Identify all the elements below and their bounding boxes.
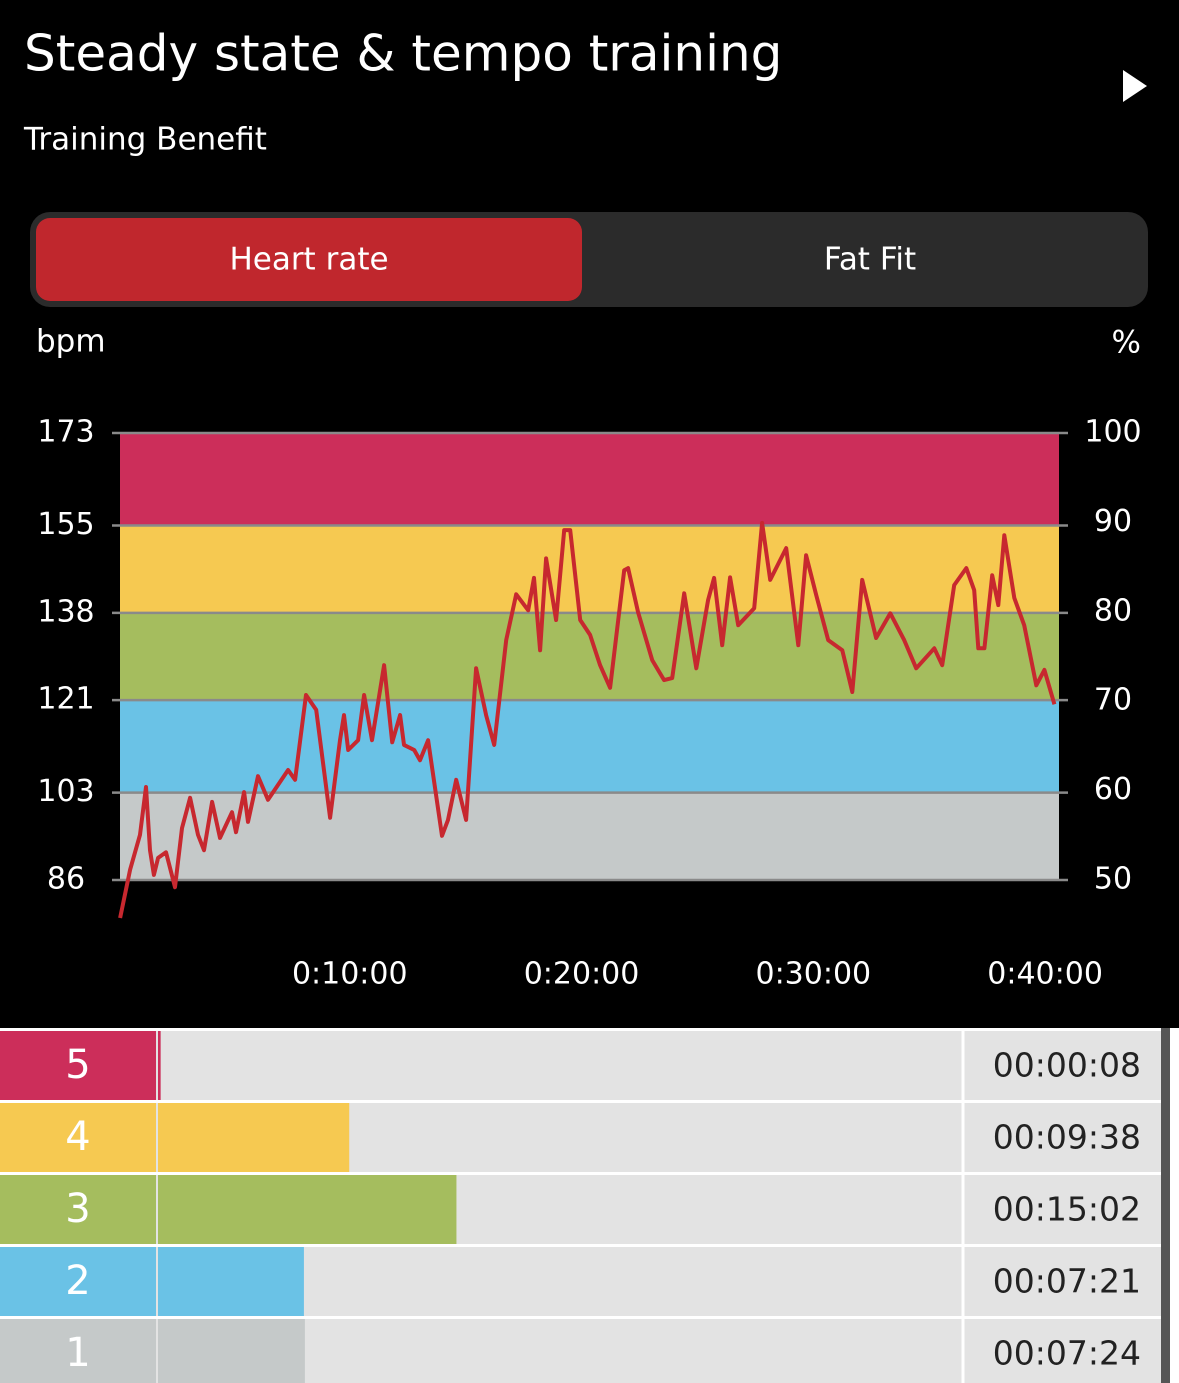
y-axis-label: bpm bbox=[36, 324, 106, 360]
y2-tick-label: 90 bbox=[1094, 504, 1132, 539]
zone-row bbox=[0, 1031, 1161, 1100]
zone-time: 00:09:38 bbox=[993, 1118, 1141, 1157]
y2-tick-label: 60 bbox=[1094, 772, 1132, 807]
tab-active[interactable] bbox=[36, 218, 582, 301]
zone-bar bbox=[158, 1103, 350, 1172]
zone-number: 3 bbox=[65, 1186, 90, 1232]
y-tick-label: 138 bbox=[37, 594, 94, 629]
tab-label[interactable]: Fat Fit bbox=[824, 242, 916, 278]
zone-cell bbox=[0, 1319, 156, 1383]
scrollbar bbox=[1161, 1028, 1170, 1383]
subtitle: Training Benefit bbox=[23, 122, 267, 158]
x-tick-label: 0:20:00 bbox=[524, 957, 640, 992]
tab-label[interactable]: Heart rate bbox=[229, 242, 388, 278]
zone-cell bbox=[0, 1103, 156, 1172]
zone-bar bbox=[158, 1319, 305, 1383]
y-tick-label: 121 bbox=[37, 682, 94, 717]
zone-band bbox=[120, 612, 1059, 701]
zone-time: 00:07:24 bbox=[993, 1334, 1141, 1373]
y2-axis-label: % bbox=[1112, 325, 1141, 361]
y-tick-label: 86 bbox=[47, 862, 85, 897]
zone-band bbox=[120, 792, 1059, 880]
play-button[interactable] bbox=[1123, 70, 1147, 102]
y2-tick-label: 100 bbox=[1084, 415, 1141, 450]
zone-cell bbox=[0, 1247, 156, 1316]
zone-cell bbox=[0, 1031, 156, 1100]
zone-number: 2 bbox=[65, 1258, 90, 1304]
zone-bar bbox=[158, 1175, 457, 1244]
zone-band bbox=[120, 433, 1059, 526]
zone-time: 00:15:02 bbox=[993, 1190, 1141, 1229]
zone-band bbox=[120, 700, 1059, 793]
x-tick-label: 0:30:00 bbox=[755, 957, 871, 992]
y-tick-label: 155 bbox=[37, 507, 94, 542]
zone-bar bbox=[158, 1031, 161, 1100]
zone-number: 4 bbox=[65, 1114, 90, 1160]
y2-tick-label: 50 bbox=[1094, 862, 1132, 897]
y-tick-label: 173 bbox=[37, 415, 94, 450]
zone-time: 00:07:21 bbox=[993, 1262, 1141, 1301]
heart-rate-line bbox=[118, 520, 1057, 919]
zone-time: 00:00:08 bbox=[993, 1046, 1141, 1085]
zone-band bbox=[120, 525, 1059, 613]
title: Steady state & tempo training bbox=[24, 25, 782, 83]
y2-tick-label: 80 bbox=[1094, 593, 1132, 628]
x-tick-label: 0:10:00 bbox=[292, 957, 408, 992]
zone-number: 5 bbox=[65, 1042, 90, 1088]
y-tick-label: 103 bbox=[37, 774, 94, 809]
zone-bar bbox=[158, 1247, 304, 1316]
y2-tick-label: 70 bbox=[1094, 683, 1132, 718]
zone-number: 1 bbox=[65, 1330, 90, 1376]
zone-cell bbox=[0, 1175, 156, 1244]
x-tick-label: 0:40:00 bbox=[987, 957, 1103, 992]
